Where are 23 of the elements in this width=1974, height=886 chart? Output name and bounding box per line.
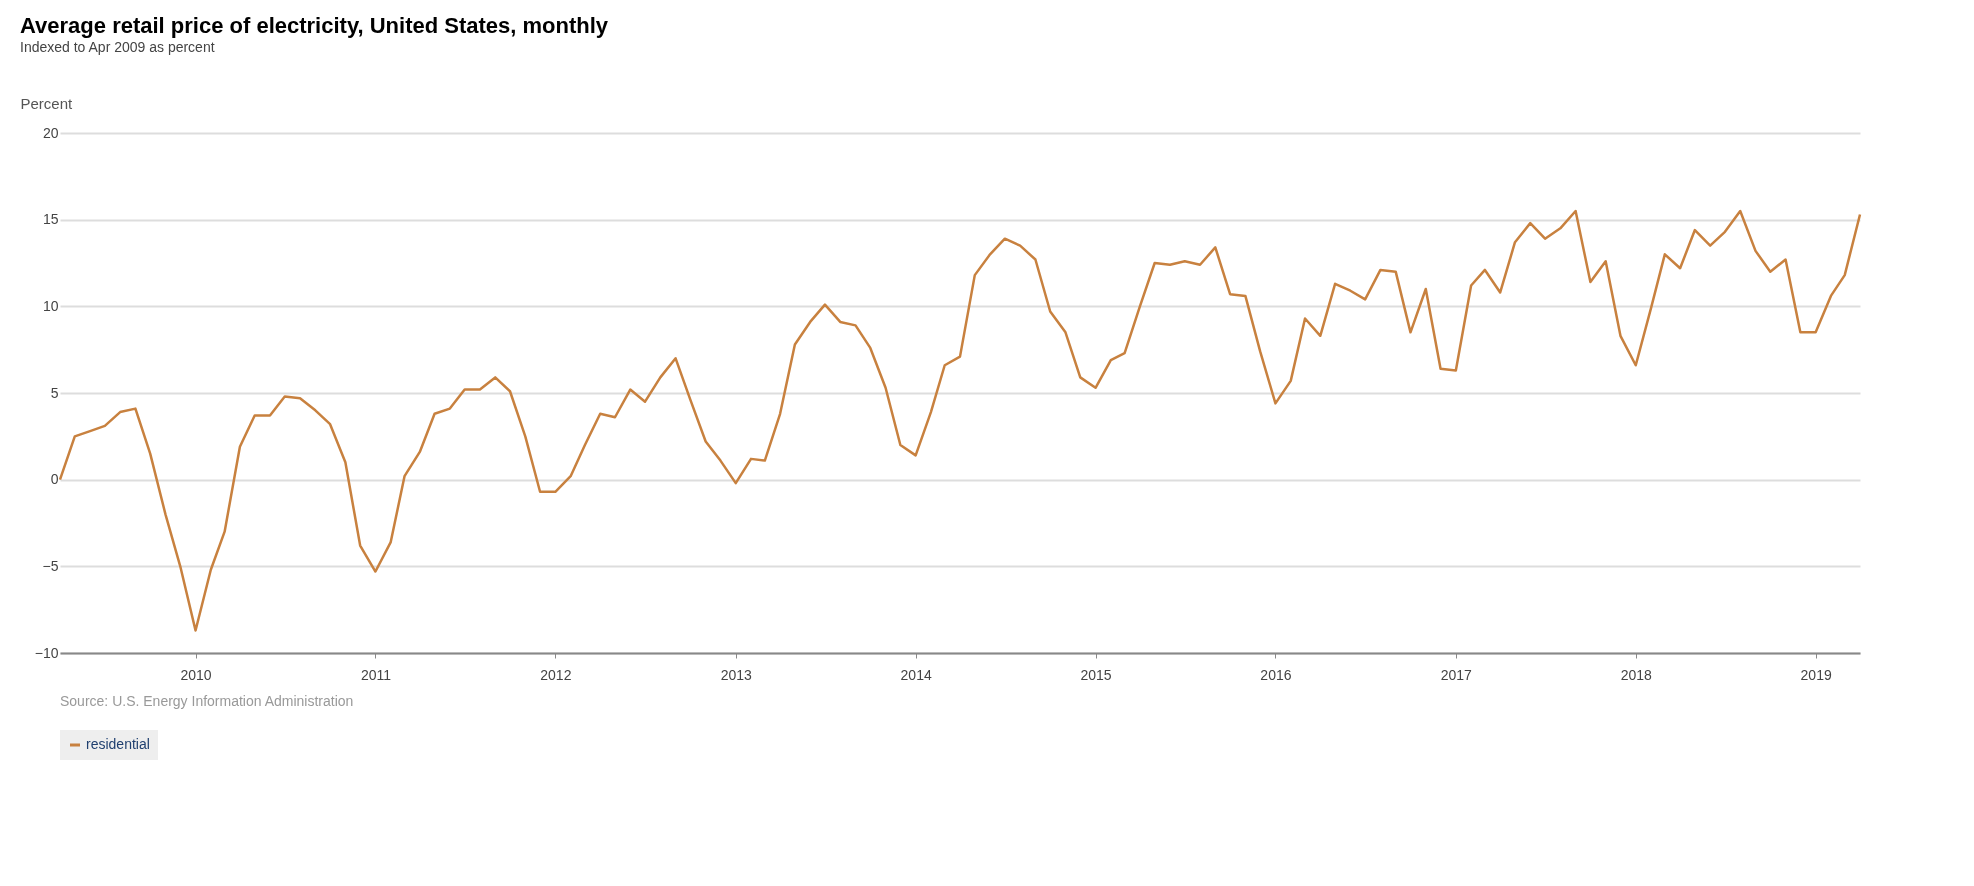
x-tick-label: 2016: [1260, 666, 1292, 683]
x-tick-label: 2019: [1800, 666, 1832, 683]
y-tick-label: 15: [42, 211, 59, 228]
y-tick-label: 10: [42, 297, 59, 314]
chart-subtitle: Indexed to Apr 2009 as percent: [20, 39, 215, 55]
source-note: Source: U.S. Energy Information Administration: [60, 693, 354, 709]
x-tick-label: 2017: [1440, 666, 1473, 683]
chart-title: Average retail price of electricity, United States, monthly: [20, 13, 609, 38]
y-tick-label: 20: [42, 124, 59, 141]
y-tick-label: −10: [34, 644, 59, 661]
x-tick-label: 2018: [1620, 666, 1653, 683]
x-tick-label: 2013: [720, 666, 753, 683]
y-tick-label: −5: [42, 557, 59, 574]
y-tick-label: 0: [50, 471, 59, 488]
line-series: [58, 209, 1862, 632]
x-tick-label: 2010: [180, 666, 212, 683]
x-tick-label: 2015: [1080, 666, 1112, 683]
legend-label: residential: [86, 736, 150, 752]
y-tick-label: 5: [50, 384, 59, 401]
x-tick-label: 2011: [360, 666, 392, 683]
x-tick-label: 2014: [900, 666, 932, 683]
y-axis-title: Percent: [20, 94, 74, 112]
x-tick-label: 2012: [540, 666, 572, 683]
